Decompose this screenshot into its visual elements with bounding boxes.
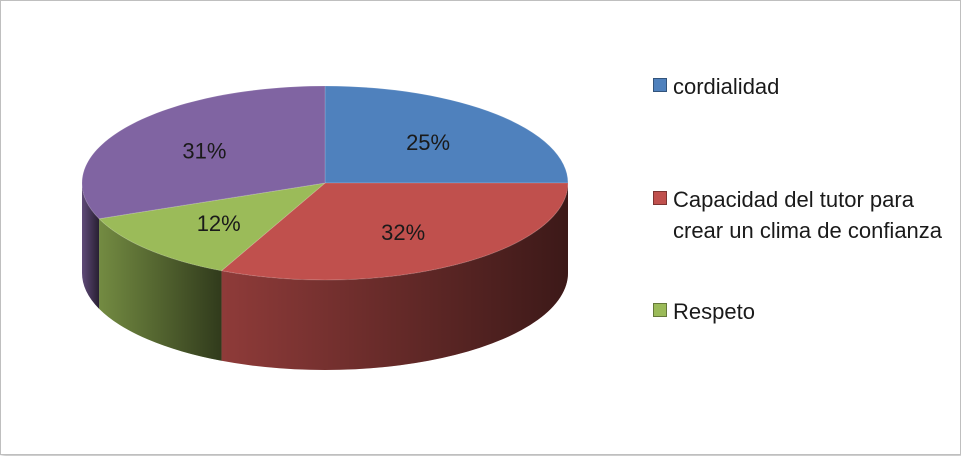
pie-labels: 25% 32% 12% 31%: [182, 130, 450, 245]
legend-label-respeto: Respeto: [673, 299, 755, 324]
pie-slice-other: [81, 85, 326, 220]
legend-item-capacidad: Capacidad del tutor para crear un clima …: [653, 184, 948, 246]
data-label-cordialidad: 25%: [406, 130, 450, 155]
pie-sides: [82, 183, 568, 370]
legend-swatch-capacidad: [653, 191, 667, 205]
pie-side-shade-capacidad: [221, 183, 568, 370]
legend-label-cordialidad: cordialidad: [673, 74, 780, 99]
data-label-other: 31%: [182, 138, 226, 163]
legend-swatch-cordialidad: [653, 78, 667, 92]
pie-side-shade-other: [82, 183, 100, 309]
legend-item-cordialidad: cordialidad: [653, 71, 953, 102]
data-label-respeto: 12%: [197, 211, 241, 236]
legend-item-respeto: Respeto: [653, 296, 953, 327]
pie-slice-capacidad: [220, 182, 569, 281]
legend-swatch-respeto: [653, 303, 667, 317]
pie-slice-respeto: [98, 182, 327, 272]
pie-side-shade-respeto: [99, 218, 222, 361]
pie-slice-cordialidad: [324, 85, 569, 184]
pie-tops: [81, 85, 569, 281]
data-label-capacidad: 32%: [381, 220, 425, 245]
legend-label-capacidad: Capacidad del tutor para crear un clima …: [673, 187, 943, 243]
